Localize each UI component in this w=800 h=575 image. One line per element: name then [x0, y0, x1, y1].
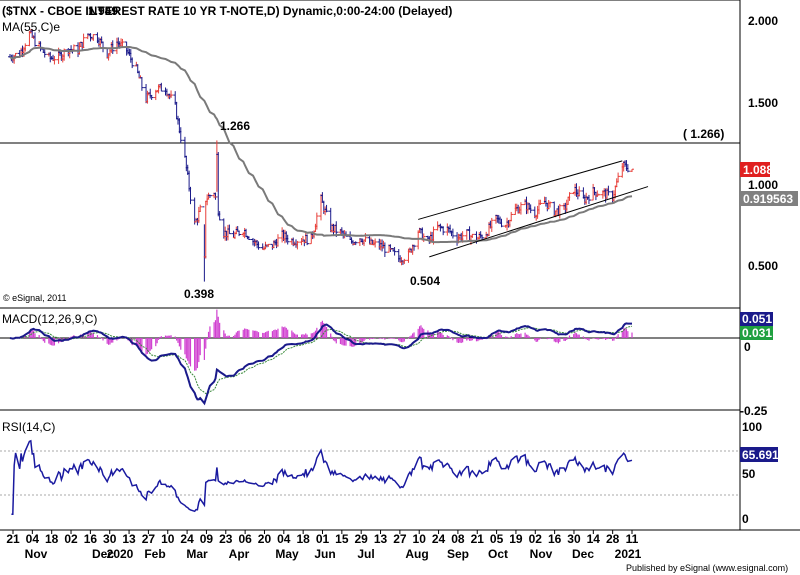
moving-average — [9, 46, 633, 244]
x-month-label: Apr — [229, 547, 250, 561]
x-day-label: 10 — [413, 532, 427, 546]
x-day-label: 06 — [238, 532, 252, 546]
rsi-panel — [11, 439, 633, 516]
x-day-label: 21 — [6, 532, 20, 546]
macd-panel — [9, 309, 633, 406]
x-month-label: Jul — [357, 547, 374, 561]
x-month-label: Nov — [530, 547, 553, 561]
x-day-label: 28 — [606, 532, 620, 546]
x-month-label: Aug — [405, 547, 428, 561]
x-day-label: 27 — [142, 532, 156, 546]
x-day-label: 04 — [26, 532, 40, 546]
x-day-label: 05 — [490, 532, 504, 546]
macd-line — [9, 322, 632, 406]
footer: Published by eSignal (www.esignal.com) — [626, 563, 788, 573]
x-day-label: 19 — [509, 532, 523, 546]
x-day-label: 11 — [626, 532, 639, 546]
x-month-label: Oct — [488, 547, 508, 561]
ytick-2000: 2.000 — [748, 14, 778, 28]
x-month-label: Dec — [92, 547, 114, 561]
x-day-label: 02 — [64, 532, 78, 546]
x-month-label: 2021 — [615, 547, 642, 561]
trend-channel — [418, 160, 649, 258]
ytick-1500: 1.500 — [748, 96, 778, 110]
macd-ytick-0: 0 — [744, 340, 751, 354]
x-month-label: 2020 — [107, 547, 134, 561]
x-month-label: Sep — [447, 547, 469, 561]
x-day-label: 29 — [355, 532, 369, 546]
x-day-label: 20 — [258, 532, 272, 546]
channel-lower — [429, 186, 649, 258]
x-day-label: 21 — [471, 532, 485, 546]
rsi-ytick-100: 100 — [742, 420, 762, 434]
ytick-0500: 0.500 — [748, 259, 778, 273]
channel-upper — [418, 160, 623, 220]
x-day-label: 16 — [548, 532, 562, 546]
x-day-label: 30 — [103, 532, 117, 546]
copyright: © eSignal, 2011 — [3, 293, 67, 303]
x-month-label: Jun — [314, 547, 335, 561]
macd-value: 0.051 — [742, 312, 772, 326]
last-price-value: 1.088 — [743, 163, 773, 177]
chart-title: ($TNX - CBOE INTEREST RATE 10 YR T-NOTE,… — [2, 4, 452, 18]
rsi-label: RSI(14,C) — [2, 420, 55, 434]
macd-ytick-minus: -0.25 — [740, 404, 768, 418]
annotation-high: 1.949 — [88, 4, 118, 18]
macd-value-box — [740, 312, 773, 326]
signal-value: 0.031 — [742, 326, 772, 340]
annotation-0504: 0.504 — [410, 274, 440, 288]
last-price-box — [740, 162, 770, 177]
rsi-line — [11, 439, 633, 516]
signal-value-box — [740, 326, 773, 340]
signal-line — [9, 325, 633, 395]
x-day-label: 14 — [587, 532, 601, 546]
x-day-label: 18 — [296, 532, 310, 546]
x-day-label: 02 — [529, 532, 543, 546]
x-day-label: 24 — [180, 532, 194, 546]
x-day-label: 30 — [567, 532, 581, 546]
x-month-label: Dec — [572, 547, 594, 561]
x-day-label: 18 — [45, 532, 59, 546]
x-day-label: 24 — [432, 532, 446, 546]
ma-value: 0.919563 — [743, 192, 793, 206]
macd-label: MACD(12,26,9,C) — [2, 312, 97, 326]
x-month-label: Nov — [25, 547, 48, 561]
rsi-value-box — [740, 447, 778, 462]
rsi-value: 65.691 — [742, 448, 779, 462]
x-day-label: 08 — [451, 532, 465, 546]
annotation-1266: 1.266 — [220, 119, 250, 133]
x-month-label: Feb — [144, 547, 165, 561]
rsi-ytick-0: 0 — [742, 512, 749, 526]
rsi-ytick-50: 50 — [742, 467, 756, 481]
x-month-label: Mar — [186, 547, 208, 561]
x-axis: 21 04 18 02 16 30 13 27 10 24 09 23 06 20 04 18 01 15 29 13… — [6, 530, 642, 561]
x-day-label: 04 — [277, 532, 291, 546]
x-day-label: 23 — [219, 532, 233, 546]
x-day-label: 09 — [200, 532, 214, 546]
x-day-label: 16 — [84, 532, 98, 546]
x-month-label: May — [275, 547, 299, 561]
annotation-low: 0.398 — [184, 287, 214, 301]
x-day-label: 15 — [335, 532, 349, 546]
x-day-label: 13 — [374, 532, 388, 546]
x-day-label: 27 — [393, 532, 407, 546]
ma-line — [9, 46, 633, 244]
x-day-label: 10 — [161, 532, 175, 546]
ma-value-box — [740, 191, 798, 206]
price-bars — [8, 28, 634, 282]
ytick-1000: 1.000 — [748, 178, 778, 192]
x-day-label: 13 — [122, 532, 136, 546]
hline-label: ( 1.266) — [683, 127, 724, 141]
x-day-label: 01 — [316, 532, 330, 546]
ma-label: MA(55,C)e — [2, 20, 60, 34]
